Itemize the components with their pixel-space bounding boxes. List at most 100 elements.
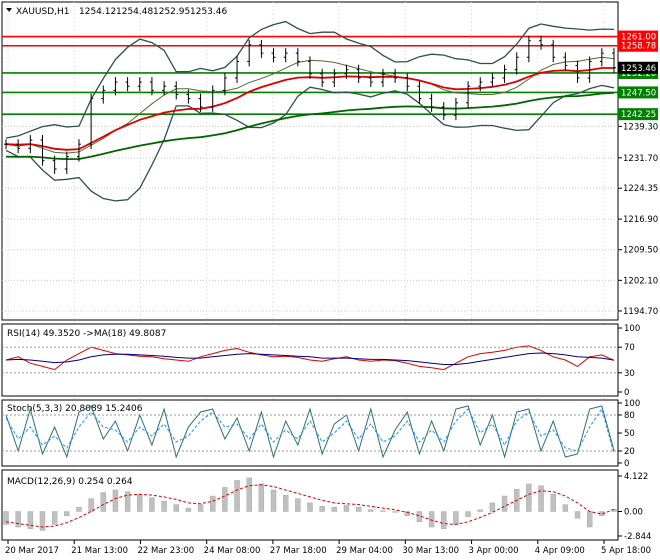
macd-histogram-bar — [538, 485, 544, 512]
macd-histogram-bar — [562, 504, 569, 512]
price-axis: 1239.30 1231.70 1224.35 1216.90 1209.50 1202.… — [618, 122, 658, 317]
ohlc-bar — [137, 77, 142, 92]
macd-histogram-bar — [586, 511, 593, 528]
time-tick-label: 24 Mar 08:00 — [204, 546, 261, 556]
macd-histogram-bar — [3, 511, 9, 525]
macd-histogram-bar — [355, 506, 362, 512]
ohlc-high: 1254.48 — [116, 7, 153, 17]
ohlc-bar — [235, 56, 240, 83]
panel-tick-label: 80 — [624, 411, 635, 421]
ohlc-bar — [380, 68, 385, 88]
price-level-label: 1258.78 — [621, 42, 656, 52]
stoch-signal-line — [5, 407, 615, 455]
macd-series: 4.122 0.00 -2.844 — [3, 472, 651, 542]
macd-histogram-bar — [76, 506, 82, 512]
price-tick-label: 1231.70 — [623, 154, 658, 164]
price-tick-label: 1239.30 — [623, 122, 658, 132]
ohlc-bar — [441, 101, 446, 121]
time-tick-label: 4 Apr 09:00 — [535, 546, 585, 556]
ohlc-bar — [514, 52, 519, 75]
ohlc-bar — [539, 35, 544, 50]
ohlc-bar — [162, 81, 167, 96]
macd-histogram-bar — [124, 491, 131, 512]
time-tick-label: 20 Mar 2017 — [5, 546, 59, 556]
ohlc-bar — [308, 56, 312, 79]
macd-histogram-bar — [137, 494, 143, 512]
ohlc-bar — [563, 52, 568, 71]
price-level-tag — [618, 39, 658, 52]
macd-histogram-bar — [526, 483, 532, 512]
panel-tick-label: 100 — [624, 399, 640, 409]
rsi-ma-line — [5, 352, 615, 365]
macd-histogram-bar — [197, 504, 204, 512]
ohlc-bar — [344, 64, 349, 79]
price-level-tag — [618, 30, 658, 43]
panel-tick-label: 0.00 — [624, 508, 643, 518]
ohlc-low: 1252.95 — [153, 7, 190, 17]
macd-histogram-bar — [489, 502, 496, 512]
time-tick-label: 5 Apr 18:00 — [601, 546, 651, 556]
rsi-label: RSI(14) 49.3520 ->MA(18) 49.8087 — [7, 329, 166, 339]
price-panel[interactable] — [1, 1, 619, 321]
time-tick-label: 30 Mar 13:00 — [402, 546, 459, 556]
ohlc-bar — [393, 68, 398, 83]
ohlc-bar — [174, 81, 179, 100]
macd-histogram-bar — [64, 511, 70, 517]
ohlc-bar — [52, 155, 57, 174]
ohlc-bar — [612, 48, 616, 73]
ohlc-bar — [186, 89, 191, 104]
macd-histogram-bar — [88, 498, 94, 512]
macd-histogram-bar — [331, 506, 338, 512]
stoch-main-line — [5, 405, 615, 459]
ohlc-bar — [332, 68, 337, 88]
ohlc-bar — [16, 139, 21, 154]
ohlc-open: 1254.12 — [79, 7, 116, 17]
ohlc-close: 1253.46 — [190, 7, 227, 17]
macd-histogram-bar — [112, 489, 119, 512]
ohlc-bar — [599, 48, 604, 67]
macd-histogram-bar — [428, 511, 435, 528]
price-level-label: 1242.25 — [621, 110, 656, 120]
price-tick-label: 1224.35 — [623, 184, 658, 194]
panel-tick-label: 0 — [624, 459, 629, 469]
panel-tick-label: 4.122 — [624, 472, 648, 482]
macd-histogram-bar — [149, 497, 155, 512]
ohlc-bar — [76, 139, 81, 162]
ohlc-bar — [587, 56, 592, 83]
ohlc-bar — [368, 72, 373, 88]
current-price-label: 1253.46 — [621, 64, 656, 74]
time-tick-label: 29 Mar 04:00 — [336, 546, 393, 556]
lower-band-line — [5, 84, 615, 202]
macd-histogram-bar — [453, 511, 459, 525]
macd-histogram-bar — [258, 483, 265, 512]
current-price-tag — [618, 61, 658, 74]
stoch-panel[interactable] — [1, 399, 619, 467]
macd-histogram-bar — [222, 487, 228, 512]
collapse-triangle-icon[interactable] — [6, 8, 12, 12]
ohlc-bar — [417, 81, 422, 104]
ohlc-bar — [125, 77, 130, 92]
ohlc-bar — [149, 77, 154, 96]
macd-histogram-bar — [234, 480, 240, 512]
panel-tick-label: 70 — [624, 343, 635, 353]
time-tick-label: 21 Mar 13:00 — [71, 546, 128, 556]
panel-tick-label: 0 — [624, 388, 629, 398]
ohlc-bar — [259, 39, 264, 59]
macd-histogram-bar — [185, 507, 192, 512]
panel-tick-label: 100 — [624, 324, 640, 334]
price-level-tag — [618, 108, 658, 121]
ohlc-bar — [101, 85, 106, 104]
ohlc-bar — [64, 151, 69, 174]
macd-histogram-bar — [307, 502, 313, 512]
ohlc-bar — [478, 77, 483, 92]
macd-histogram-bar — [173, 504, 179, 512]
macd-histogram-bar — [550, 494, 556, 512]
ohlc-bar — [4, 139, 8, 150]
upper-band-line — [5, 20, 615, 139]
macd-histogram-bar — [343, 505, 350, 512]
ohlc-bar — [453, 97, 458, 121]
macd-histogram-bar — [465, 511, 471, 517]
macd-histogram-bar — [282, 494, 289, 512]
ohlc-bar — [502, 64, 507, 83]
